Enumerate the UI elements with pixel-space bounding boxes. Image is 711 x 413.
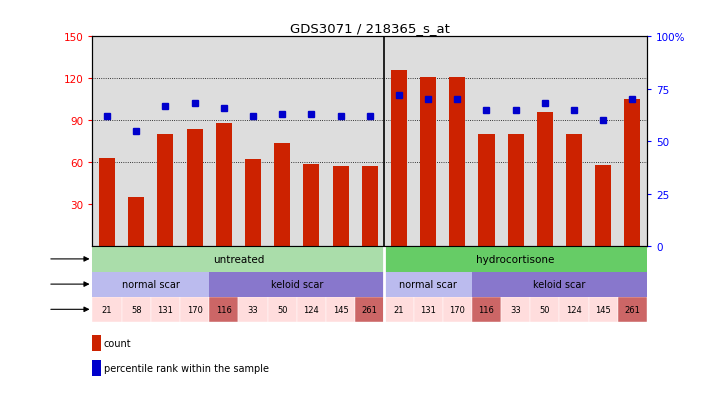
Text: 261: 261: [362, 305, 378, 314]
Bar: [391, 71, 407, 247]
Text: normal scar: normal scar: [122, 280, 180, 290]
Bar: [128, 198, 144, 247]
Text: 131: 131: [420, 305, 436, 314]
Text: 170: 170: [187, 305, 203, 314]
Text: 261: 261: [624, 305, 641, 314]
Text: hydrocortisone: hydrocortisone: [476, 254, 555, 264]
Text: 50: 50: [277, 305, 287, 314]
Bar: [362, 167, 378, 247]
Bar: [245, 160, 261, 247]
Text: 124: 124: [566, 305, 582, 314]
Text: 33: 33: [510, 305, 521, 314]
Bar: [530, 297, 560, 322]
Bar: [326, 297, 355, 322]
Text: 21: 21: [102, 305, 112, 314]
Bar: [333, 167, 348, 247]
Bar: [296, 297, 326, 322]
Bar: [99, 159, 115, 247]
Text: 116: 116: [479, 305, 494, 314]
Bar: [385, 272, 472, 297]
Text: percentile rank within the sample: percentile rank within the sample: [104, 363, 269, 373]
Text: 58: 58: [131, 305, 141, 314]
Bar: [209, 272, 385, 297]
Bar: [151, 297, 180, 322]
Title: GDS3071 / 218365_s_at: GDS3071 / 218365_s_at: [290, 21, 449, 35]
Bar: [560, 297, 589, 322]
Bar: [355, 297, 385, 322]
Bar: [267, 297, 296, 322]
Text: 124: 124: [304, 305, 319, 314]
Bar: [449, 78, 465, 247]
Bar: [92, 272, 209, 297]
Bar: [92, 297, 122, 322]
Bar: [589, 297, 618, 322]
Bar: [595, 166, 611, 247]
Text: normal scar: normal scar: [399, 280, 457, 290]
Bar: [624, 100, 641, 247]
Bar: [304, 164, 319, 247]
Bar: [537, 113, 553, 247]
Bar: [215, 124, 232, 247]
Bar: [186, 129, 203, 247]
Bar: [472, 297, 501, 322]
Bar: [420, 78, 436, 247]
Bar: [479, 135, 494, 247]
Bar: [443, 297, 472, 322]
Text: 50: 50: [540, 305, 550, 314]
Text: 145: 145: [333, 305, 348, 314]
Bar: [508, 135, 524, 247]
Bar: [414, 297, 443, 322]
Text: count: count: [104, 338, 132, 348]
Bar: [385, 247, 647, 272]
Bar: [157, 135, 173, 247]
Bar: [180, 297, 209, 322]
Bar: [566, 135, 582, 247]
Text: 145: 145: [595, 305, 611, 314]
Bar: [122, 297, 151, 322]
Bar: [501, 297, 530, 322]
Bar: [274, 143, 290, 247]
Bar: [618, 297, 647, 322]
Text: untreated: untreated: [213, 254, 264, 264]
Text: 170: 170: [449, 305, 465, 314]
Text: 33: 33: [247, 305, 258, 314]
Bar: [209, 297, 238, 322]
Text: keloid scar: keloid scar: [533, 280, 586, 290]
Bar: [238, 297, 267, 322]
Bar: [472, 272, 647, 297]
Bar: [92, 247, 385, 272]
Text: 131: 131: [157, 305, 173, 314]
Text: keloid scar: keloid scar: [271, 280, 323, 290]
Text: 116: 116: [216, 305, 232, 314]
Bar: [385, 297, 414, 322]
Text: 21: 21: [394, 305, 404, 314]
